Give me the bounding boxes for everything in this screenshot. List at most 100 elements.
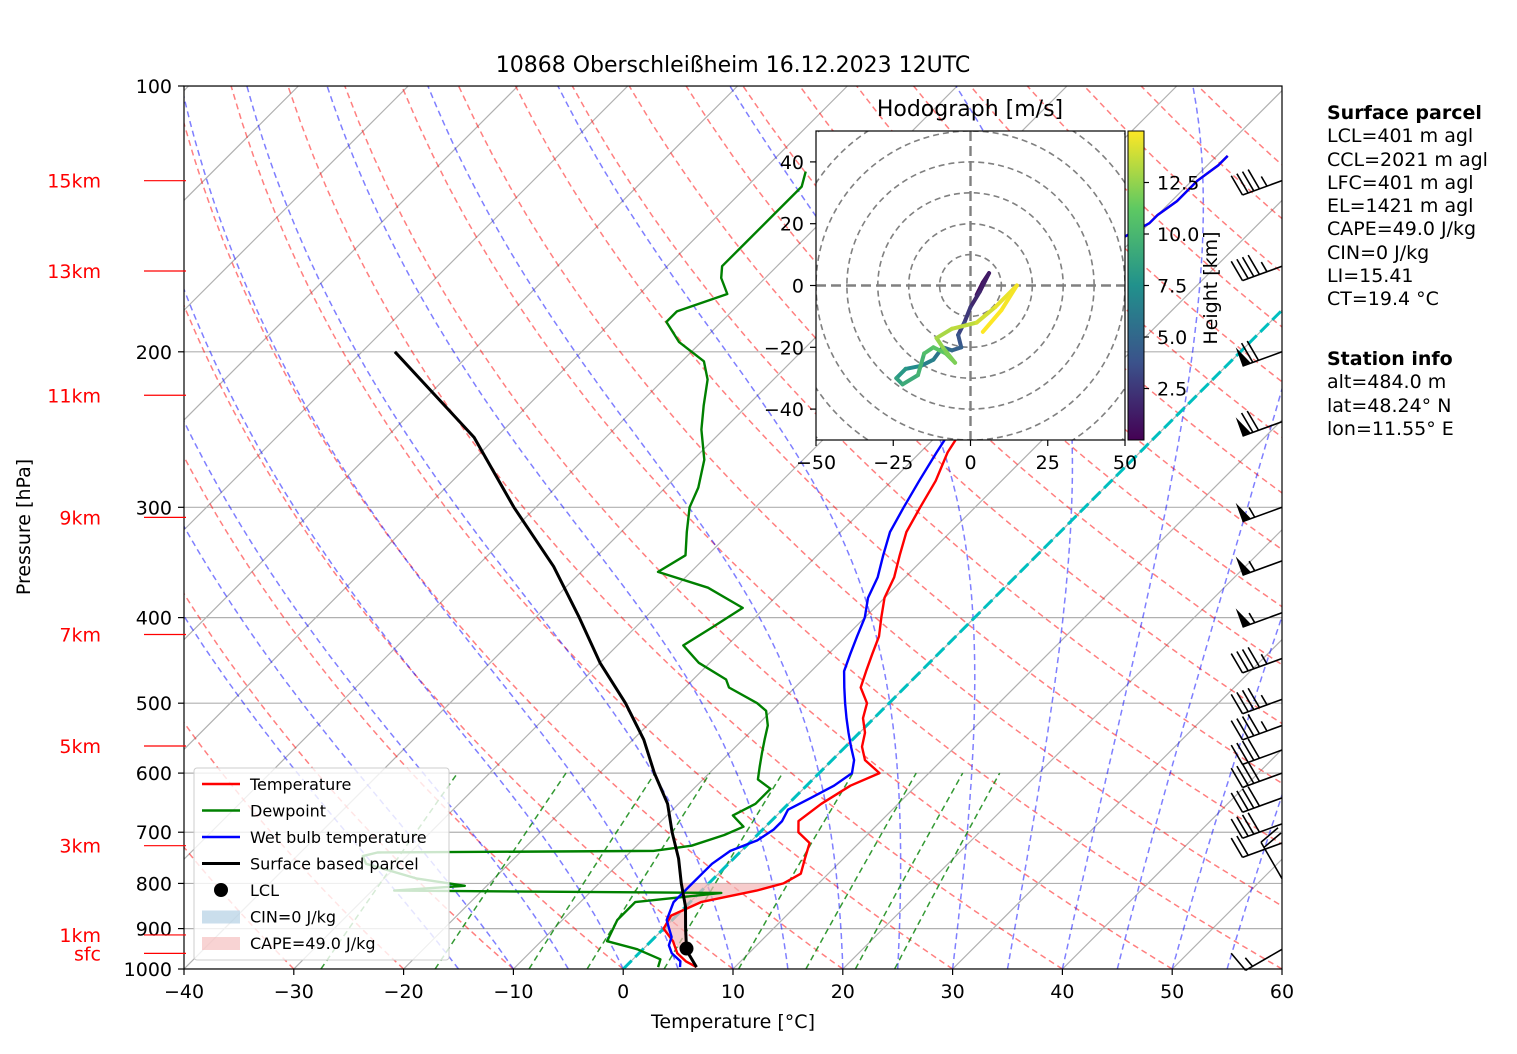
legend-label: CIN=0 J/kg (250, 908, 336, 927)
barb-full (1230, 693, 1244, 715)
barb-half (1260, 653, 1268, 665)
wind-barb (1230, 812, 1283, 840)
hodograph-x-tick-label: 25 (1036, 452, 1060, 474)
barb-full (1246, 340, 1260, 361)
y-tick-label: 100 (136, 76, 172, 98)
dry-adiabat (401, 86, 1282, 969)
hodograph-x-tick-label: 0 (964, 452, 976, 474)
moist-adiabat (427, 86, 844, 969)
x-axis-label: Temperature [°C] (650, 1011, 815, 1033)
barb-half (1260, 176, 1268, 187)
barb-staff (1242, 612, 1283, 628)
wind-barb (1235, 608, 1283, 628)
colorbar-tick-label: 10.0 (1157, 224, 1199, 246)
barb-full (1240, 412, 1254, 433)
surface-parcel-line: EL=1421 m agl (1327, 195, 1474, 218)
hodograph-grid (816, 131, 1125, 440)
barb-full (1236, 651, 1249, 672)
isotherm (1061, 748, 1282, 969)
moist-adiabat (729, 86, 976, 969)
x-tick-label: 60 (1270, 981, 1294, 1003)
hodograph-x-tick-label: 50 (1113, 452, 1137, 474)
barb-full (1230, 767, 1244, 788)
barb-staff (1242, 698, 1283, 715)
barb-full (1236, 718, 1249, 739)
hodograph-segment (980, 308, 1004, 334)
dry-adiabat (457, 86, 1282, 907)
surface-parcel-info: Surface parcel LCL=401 m agl CCL=2021 m … (1327, 102, 1488, 312)
isotherm (842, 528, 1282, 969)
legend-swatch (202, 937, 240, 950)
wind-barb (1230, 687, 1283, 715)
wind-barb (1235, 556, 1283, 577)
barb-full (1247, 687, 1261, 708)
isotherm (184, 86, 629, 531)
barb-full (1246, 410, 1260, 431)
surface-parcel-line: LCL=401 m agl (1327, 125, 1474, 148)
legend-swatch (214, 883, 228, 897)
hodograph-segment (915, 351, 927, 378)
moist-adiabat (184, 93, 679, 969)
barb-flag (1235, 347, 1251, 367)
barb-full (1247, 169, 1261, 190)
hodograph-segment (900, 373, 920, 387)
barb-full (1230, 653, 1244, 674)
barb-full (1241, 171, 1255, 192)
y-tick-label: 600 (136, 763, 172, 785)
y-tick-label: 700 (136, 822, 172, 844)
wind-barb (1230, 254, 1283, 282)
height-label: 9km (59, 507, 101, 529)
barb-full (1236, 765, 1249, 786)
wind-barb (1230, 786, 1283, 813)
barb-half (1260, 694, 1268, 706)
moist-adiabat (184, 525, 515, 969)
colorbar-tick-label: 2.5 (1157, 379, 1187, 401)
station-info-line: alt=484.0 m (1327, 371, 1447, 394)
wind-barb (1230, 948, 1283, 972)
moist-adiabat (184, 419, 569, 969)
hodograph-x-tick-label: −25 (873, 452, 913, 474)
dry-adiabat (184, 120, 844, 969)
barb-staff (1242, 823, 1283, 840)
barb-flag (1235, 556, 1251, 576)
moist-adiabat (184, 287, 624, 969)
barb-staff (1242, 772, 1283, 789)
moist-adiabat (1171, 614, 1282, 969)
colorbar (1127, 130, 1145, 441)
lcl-marker (679, 941, 694, 956)
barb-staff (1245, 948, 1283, 972)
hodograph-y-tick-label: −20 (764, 337, 804, 359)
height-label: 1km (59, 925, 101, 947)
barb-full (1247, 254, 1261, 275)
chart-title: 10868 Oberschleißheim 16.12.2023 12UTC (496, 53, 971, 78)
surface-parcel-line (393, 350, 698, 968)
moist-adiabat (326, 86, 789, 969)
dry-adiabat (184, 303, 734, 969)
legend-label: LCL (250, 881, 279, 900)
height-label: 13km (47, 261, 101, 283)
y-tick-label: 300 (136, 497, 172, 519)
moist-adiabat (1061, 86, 1205, 969)
moist-adiabat (557, 86, 902, 969)
hodograph-segment (894, 366, 908, 381)
moist-adiabat (246, 86, 734, 969)
hodograph-y-tick-label: −40 (764, 399, 804, 421)
barb-staff (1260, 841, 1283, 880)
legend-label: CAPE=49.0 J/kg (250, 934, 376, 953)
barb-full (1236, 742, 1249, 763)
x-tick-label: −20 (384, 981, 424, 1003)
moist-adiabat (955, 86, 1074, 969)
wind-barb (1230, 647, 1283, 674)
station-info: Station info alt=484.0 m lat=48.24° N lo… (1327, 348, 1454, 441)
wind-barb (1260, 827, 1283, 880)
y-tick-label: 900 (136, 919, 172, 941)
isotherm (512, 199, 1282, 969)
isotherm (184, 86, 739, 641)
x-tick-label: −30 (274, 981, 314, 1003)
legend-box (193, 767, 450, 961)
y-tick-label: 1000 (124, 959, 172, 981)
colorbar-label: Height [km] (1200, 231, 1222, 344)
barb-full (1263, 832, 1282, 849)
barb-full (1230, 175, 1244, 196)
y-axis-label: Pressure [hPa] (13, 459, 35, 595)
